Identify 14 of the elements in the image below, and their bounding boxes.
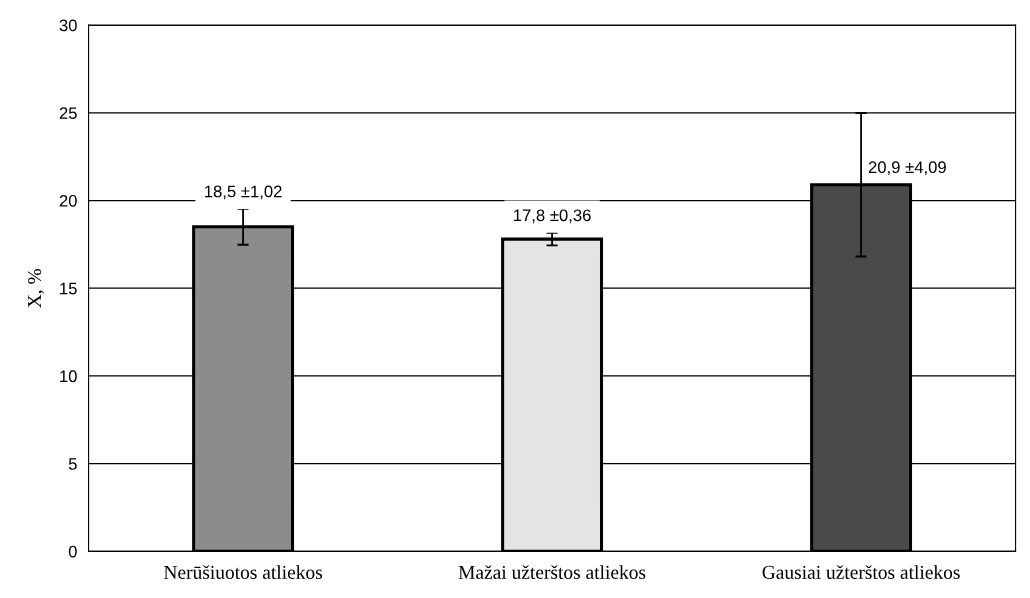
y-tick-label: 15 [60, 282, 77, 295]
y-tick-label: 25 [59, 107, 77, 120]
data-label: 18,5 ±1,02 [205, 185, 282, 200]
x-tick-label: Nerūšiuotos atliekos [163, 565, 323, 579]
data-label: 17,8 ±0,36 [514, 209, 591, 224]
y-tick-label: 0 [68, 545, 77, 558]
x-tick-label: Gausiai užterštos atliekos [762, 565, 960, 579]
x-tick-label: Mažai užterštos atliekos [458, 565, 646, 579]
y-axis-title: X, % [27, 268, 44, 308]
y-tick-label: 30 [59, 19, 77, 32]
y-tick-label: 20 [59, 194, 77, 207]
data-label: 20,9 ±4,09 [868, 161, 946, 176]
y-tick-label: 10 [60, 370, 77, 383]
y-tick-label: 5 [68, 458, 77, 470]
